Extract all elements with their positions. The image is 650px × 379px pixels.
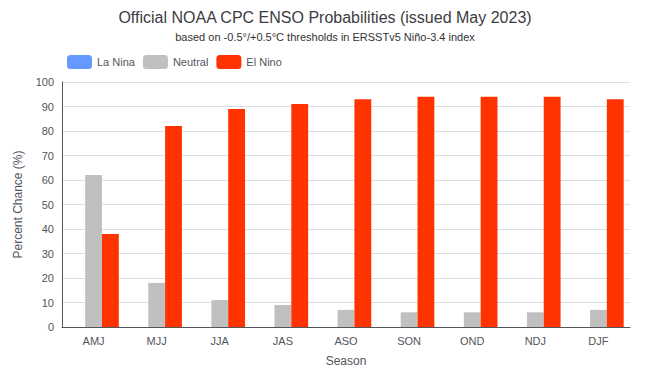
- svg-text:La Nina: La Nina: [97, 56, 136, 68]
- svg-text:40: 40: [42, 223, 54, 235]
- svg-text:based on -0.5°/+0.5°C threshol: based on -0.5°/+0.5°C thresholds in ERSS…: [175, 31, 475, 43]
- svg-text:DJF: DJF: [588, 335, 608, 347]
- svg-text:ASO: ASO: [334, 335, 358, 347]
- svg-text:80: 80: [42, 125, 54, 137]
- svg-text:30: 30: [42, 248, 54, 260]
- svg-text:JAS: JAS: [273, 335, 293, 347]
- svg-text:Season: Season: [326, 354, 367, 368]
- svg-text:SON: SON: [397, 335, 421, 347]
- svg-text:10: 10: [42, 297, 54, 309]
- svg-text:0: 0: [48, 321, 54, 333]
- svg-text:90: 90: [42, 101, 54, 113]
- svg-text:OND: OND: [460, 335, 485, 347]
- svg-text:Neutral: Neutral: [173, 56, 208, 68]
- svg-text:NDJ: NDJ: [525, 335, 546, 347]
- svg-text:El Nino: El Nino: [246, 56, 281, 68]
- svg-text:60: 60: [42, 174, 54, 186]
- svg-text:Official NOAA CPC ENSO Probabi: Official NOAA CPC ENSO Probabilities (is…: [118, 9, 531, 26]
- svg-text:70: 70: [42, 150, 54, 162]
- svg-text:50: 50: [42, 199, 54, 211]
- svg-text:20: 20: [42, 272, 54, 284]
- svg-text:JJA: JJA: [211, 335, 230, 347]
- svg-text:Percent Chance (%): Percent Chance (%): [11, 150, 25, 258]
- svg-text:100: 100: [36, 76, 54, 88]
- svg-text:MJJ: MJJ: [147, 335, 167, 347]
- svg-text:AMJ: AMJ: [83, 335, 105, 347]
